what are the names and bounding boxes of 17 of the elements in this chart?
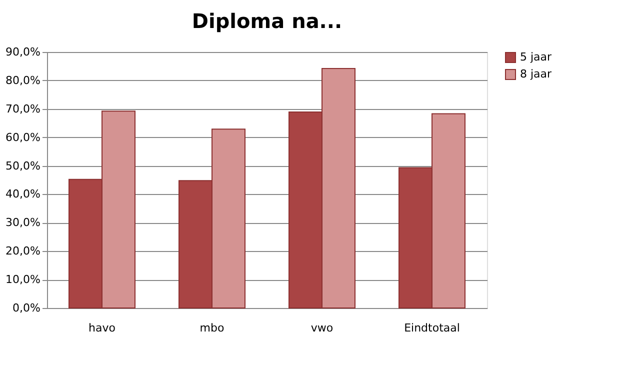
x-tick-label: mbo (200, 322, 224, 334)
y-tick-label: 90,0% (6, 46, 40, 58)
y-tick-label: 0,0% (12, 302, 40, 314)
y-tick-label: 10,0% (6, 273, 40, 286)
y-tick-label: 40,0% (6, 188, 40, 201)
chart-title: Diploma na... (192, 9, 342, 33)
y-tick-label: 80,0% (6, 74, 40, 87)
x-tick-label: vwo (310, 322, 334, 334)
y-tick-label: 50,0% (6, 159, 40, 172)
legend-label: 8 jaar (520, 68, 552, 80)
y-tick-label: 20,0% (6, 244, 40, 258)
x-tick-label: havo (88, 322, 116, 334)
y-tick-label: 30,0% (6, 216, 40, 230)
legend-label: 5 jaar (520, 50, 552, 64)
y-tick-label: 60,0% (6, 130, 40, 144)
y-tick-label: 70,0% (6, 102, 40, 116)
x-tick-label: Eindtotaal (404, 322, 460, 334)
